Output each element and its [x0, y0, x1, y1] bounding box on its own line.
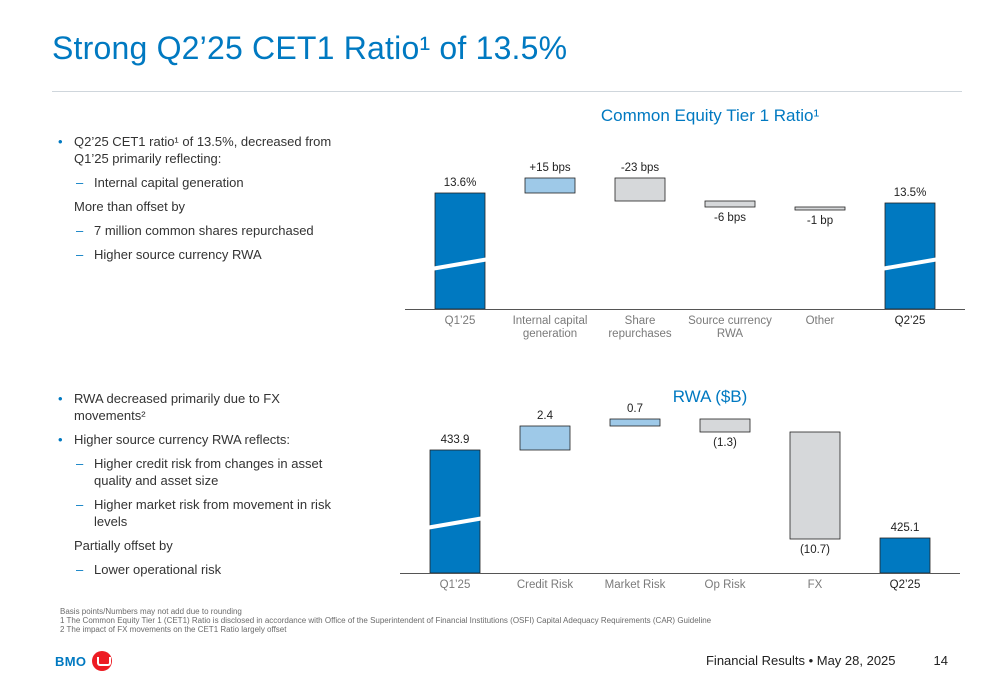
- waterfall-bar: [429, 449, 481, 574]
- cet1-chart-title: Common Equity Tier 1 Ratio¹: [600, 106, 820, 125]
- x-tick-label: Source currency: [688, 315, 772, 327]
- x-tick-label: Q2’25: [895, 315, 926, 327]
- footnote-line: 2 The impact of FX movements on the CET1…: [60, 625, 287, 634]
- waterfall-bar: [519, 425, 571, 451]
- waterfall-bar: [794, 206, 846, 211]
- waterfall-bar: [614, 177, 666, 202]
- bmo-roundel-icon: [92, 651, 113, 671]
- data-label: 2.4: [537, 410, 554, 422]
- data-label: -23 bps: [621, 162, 660, 174]
- footer-label: Financial Results • May 28, 2025: [705, 653, 896, 668]
- footnote-line: 1 The Common Equity Tier 1 (CET1) Ratio …: [60, 616, 712, 625]
- rwa-waterfall-chart: 433.9 Q1’25 2.4 Credit Risk 0.7 Market Risk (1…: [400, 403, 960, 591]
- waterfall-bar: [699, 418, 751, 433]
- sub-bullet-item: Internal capital generation: [55, 174, 355, 191]
- data-label: -1 bp: [807, 215, 833, 227]
- axis-break-mark: [875, 516, 935, 530]
- waterfall-bar: [609, 418, 661, 427]
- data-label: 425.1: [891, 522, 920, 534]
- cet1-bullet-list: Q2’25 CET1 ratio¹ of 13.5%, decreased fr…: [55, 133, 355, 270]
- data-label: +15 bps: [529, 162, 570, 174]
- bullet-item: Q2’25 CET1 ratio¹ of 13.5%, decreased fr…: [55, 133, 355, 167]
- data-label: (10.7): [800, 544, 830, 556]
- data-label: -6 bps: [714, 212, 746, 224]
- axis-break-mark: [880, 257, 940, 271]
- sub-bullet-item: Lower operational risk: [55, 561, 355, 578]
- waterfall-bar: [434, 192, 486, 310]
- data-label: 433.9: [441, 434, 470, 446]
- x-tick-label: Op Risk: [705, 579, 746, 591]
- x-tick-label: generation: [523, 328, 577, 340]
- x-tick-label: Internal capital: [513, 315, 588, 327]
- data-label: 13.5%: [894, 187, 927, 199]
- x-tick-label: Other: [806, 315, 835, 327]
- sub-bullet-item: Higher credit risk from changes in asset…: [55, 455, 355, 489]
- x-tick-label: FX: [808, 579, 823, 591]
- x-tick-label: Q1’25: [440, 579, 471, 591]
- bullet-item: RWA decreased primarily due to FX moveme…: [55, 390, 355, 424]
- footer: Financial Results • May 28, 2025 14: [706, 653, 948, 668]
- axis-break-mark: [430, 257, 490, 271]
- waterfall-bar: [789, 431, 841, 540]
- x-tick-label: Share: [625, 315, 656, 327]
- bullet-note: Partially offset by: [74, 538, 173, 553]
- page-title: Strong Q2’25 CET1 Ratio¹ of 13.5%: [52, 30, 568, 66]
- waterfall-bar: [524, 177, 576, 194]
- data-label: 0.7: [627, 403, 643, 415]
- footnote-line: Basis points/Numbers may not add due to …: [60, 607, 242, 616]
- title-divider: [52, 91, 962, 92]
- bmo-logo: BMO: [55, 651, 113, 671]
- data-label: (1.3): [713, 437, 737, 449]
- x-tick-label: RWA: [717, 328, 744, 340]
- x-tick-label: repurchases: [608, 328, 672, 340]
- x-tick-label: Q1’25: [445, 315, 476, 327]
- axis-break-mark: [425, 516, 485, 530]
- x-tick-label: Market Risk: [605, 579, 666, 591]
- waterfall-bar: [704, 200, 756, 208]
- rwa-chart-title: RWA ($B): [672, 387, 748, 406]
- cet1-waterfall-chart: 13.6% Q1’25 +15 bps Internal capitalgenerat…: [405, 162, 965, 340]
- sub-bullet-item: 7 million common shares repurchased: [55, 222, 355, 239]
- x-tick-label: Credit Risk: [517, 579, 573, 591]
- footnotes: Basis points/Numbers may not add due to …: [60, 607, 711, 634]
- waterfall-bar: [879, 537, 931, 574]
- sub-bullet-item: Higher market risk from movement in risk…: [55, 496, 355, 530]
- waterfall-bar: [884, 202, 936, 310]
- x-tick-label: Q2’25: [890, 579, 921, 591]
- bullet-note: More than offset by: [74, 199, 186, 214]
- logo-text: BMO: [55, 653, 87, 669]
- bullet-item: Higher source currency RWA reflects:: [55, 431, 355, 448]
- data-label: 13.6%: [444, 177, 477, 189]
- sub-bullet-item: Higher source currency RWA: [55, 246, 355, 263]
- page-number: 14: [933, 653, 948, 668]
- rwa-bullet-list: RWA decreased primarily due to FX moveme…: [55, 390, 355, 585]
